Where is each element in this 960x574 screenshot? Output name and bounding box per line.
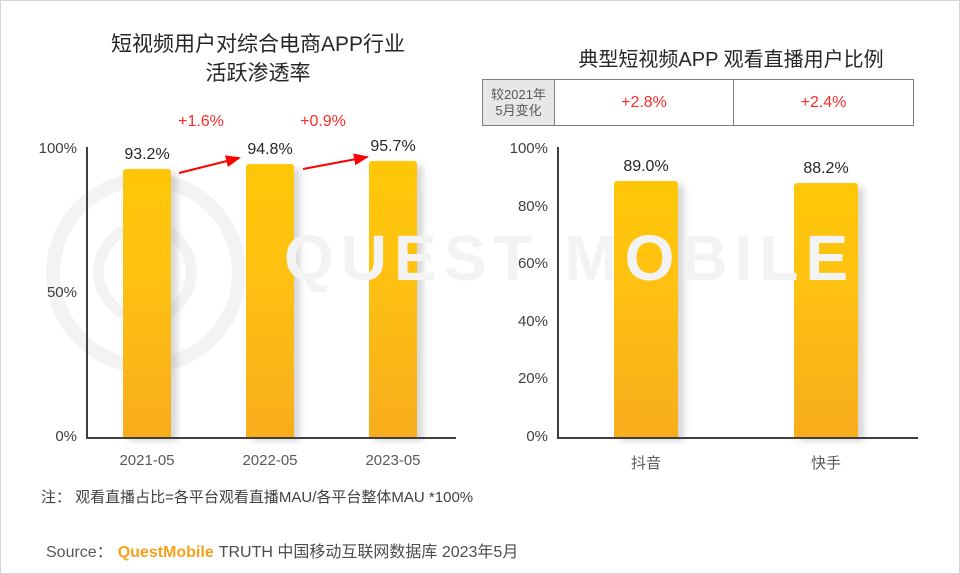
live-y-tick-label: 40% [517, 312, 548, 330]
footnote: 注： 观看直播占比=各平台观看直播MAU/各平台整体MAU *100% [41, 489, 474, 506]
live-category-label: 快手 [810, 455, 841, 472]
watermark-text: QUEST MOBILE [284, 222, 856, 294]
live-bar-value-label: 88.2% [803, 159, 849, 177]
penetration-y-axis-line [86, 147, 88, 437]
live-y-axis-line [557, 147, 559, 437]
live-y-tick-label: 100% [509, 140, 548, 157]
live-bar-value-label: 89.0% [623, 157, 669, 175]
source-label: Source： [46, 544, 113, 561]
penetration-x-axis-line [86, 437, 456, 439]
live-category-label: 抖音 [630, 455, 661, 472]
left-chart-title-line2: 活跃渗透率 [205, 62, 311, 85]
left-chart-title: 短视频用户对综合电商APP行业 活跃渗透率 [58, 30, 458, 88]
penetration-bar-2021-05 [123, 168, 171, 437]
live-y-tick-label: 80% [517, 197, 548, 215]
penetration-category-label: 2021-05 [119, 452, 175, 469]
penetration-y-tick-label: 100% [38, 140, 77, 157]
live-bar-快手 [794, 182, 858, 437]
penetration-bar-2023-05 [369, 161, 417, 437]
change-table-header-cell: 较2021年 5月变化 [483, 80, 555, 125]
penetration-category-label: 2022-05 [242, 452, 298, 469]
douyin-change-cell: +2.8% [555, 80, 734, 125]
live-bar-抖音 [614, 180, 678, 437]
kuaishou-change-cell: +2.4% [800, 93, 847, 111]
penetration-bar-value-label: 94.8% [247, 140, 293, 158]
live-y-tick-label: 20% [517, 370, 548, 388]
live-y-tick-label: 60% [517, 255, 548, 273]
change-vs-2021-table: 较2021年 5月变化 +2.8% +2.4% [482, 79, 914, 126]
penetration-y-tick-label: 50% [46, 284, 77, 301]
penetration-bar-2022-05 [246, 163, 294, 437]
live-y-tick-label: 0% [526, 428, 548, 445]
penetration-delta-label: +0.9% [300, 113, 346, 130]
change-table-header-line1: 较2021年 [491, 86, 546, 102]
questmobile-brand: QuestMobile [117, 544, 214, 561]
right-chart-title: 典型短视频APP 观看直播用户比例 [578, 49, 884, 71]
source-text: TRUTH 中国移动互联网数据库 2023年5月 [218, 544, 519, 561]
penetration-bar-value-label: 93.2% [124, 145, 170, 163]
penetration-bar-value-label: 95.7% [370, 138, 416, 156]
penetration-delta-label: +1.6% [178, 113, 224, 130]
source-line: Source： QuestMobile TRUTH 中国移动互联网数据库 2023年… [46, 538, 518, 562]
change-table-header-line2: 5月变化 [495, 102, 542, 118]
penetration-category-label: 2023-05 [365, 452, 421, 469]
live-x-axis-line [557, 437, 918, 439]
penetration-y-tick-label: 0% [55, 428, 77, 445]
left-chart-title-line1: 短视频用户对综合电商APP行业 [110, 33, 406, 56]
